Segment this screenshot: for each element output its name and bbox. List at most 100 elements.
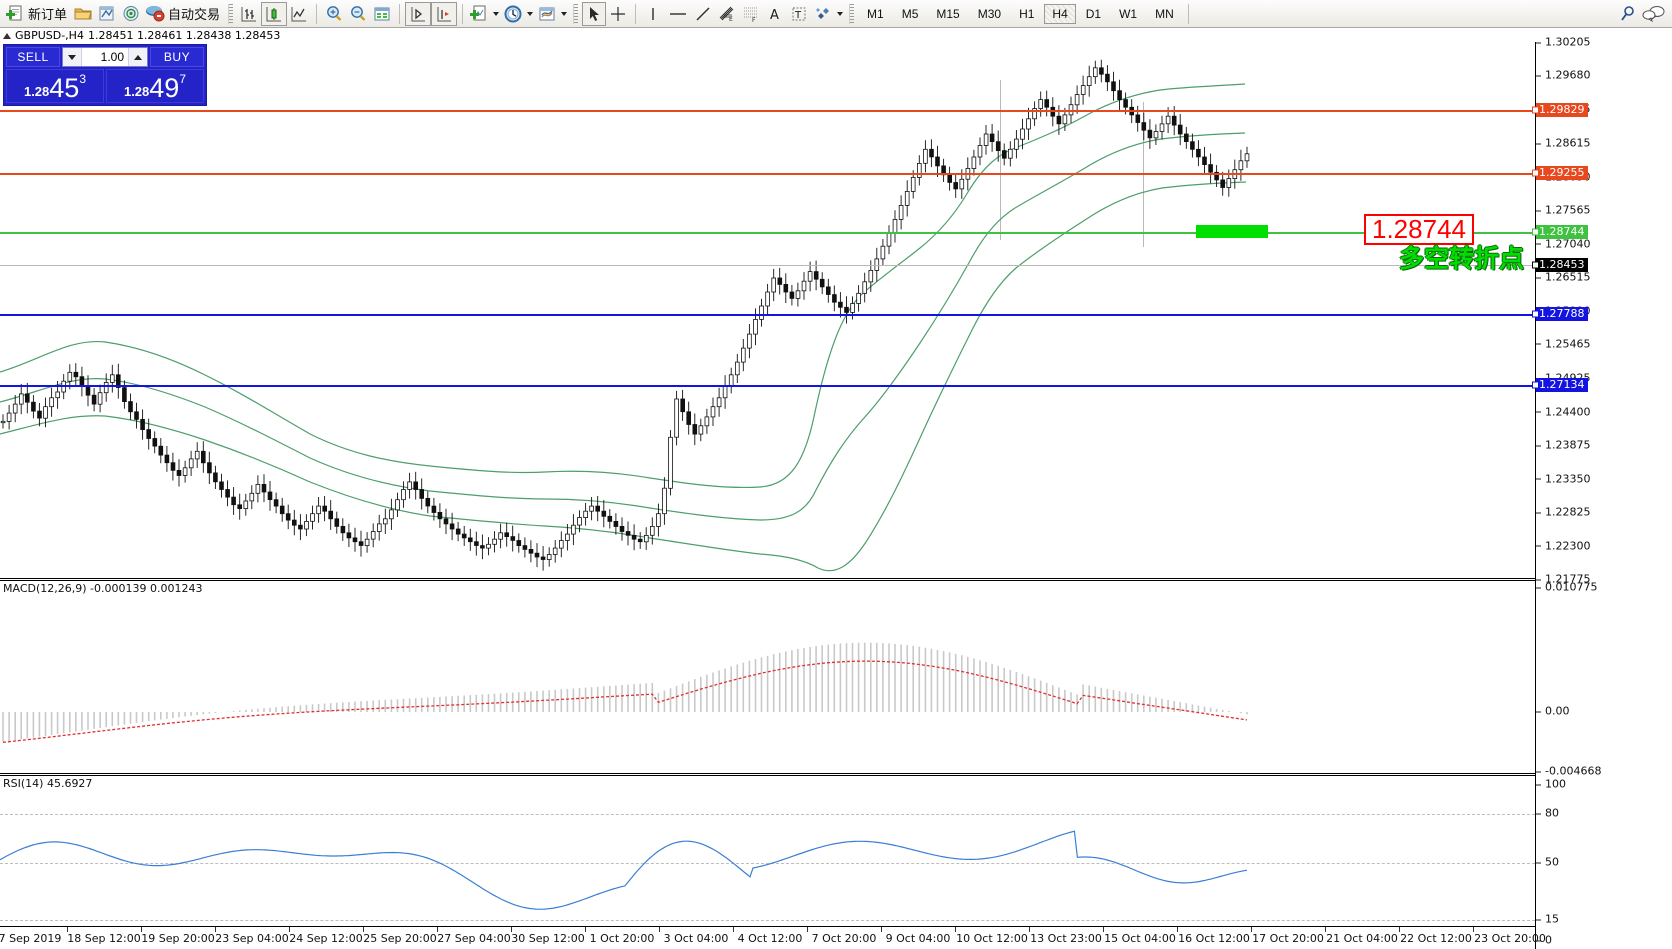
search-button[interactable] [1616,2,1640,26]
timeframe-h1[interactable]: H1 [1019,6,1035,21]
time-label: 24 Sep 12:00 [289,932,363,945]
equidistant-channel-tool[interactable]: E [715,2,739,26]
periods-button[interactable] [501,2,535,26]
horizontal-line-tool[interactable] [665,2,691,26]
text-tool[interactable]: A [763,2,787,26]
time-label: 4 Oct 12:00 [737,932,803,945]
chevron-down-icon-3[interactable] [561,11,568,16]
price-badge-handle[interactable] [1532,381,1539,389]
pivot-highlight-block[interactable] [1196,225,1268,238]
timeframe-w1[interactable]: W1 [1119,6,1138,21]
macd-pane[interactable]: MACD(12,26,9) -0.000139 0.001243 [0,580,1535,774]
sell-price[interactable]: 1.28 45 3 [6,69,104,103]
fibonacci-tool[interactable]: F [739,2,763,26]
crosshair-tool[interactable] [606,2,630,26]
price-badge[interactable]: 1.28453 [1536,258,1588,272]
timeframe-m30[interactable]: M30 [977,6,1002,21]
price-badge[interactable]: 1.29255 [1536,166,1588,180]
toolbar-divider-3 [462,3,464,24]
volume-dropdown-button[interactable] [63,48,82,66]
price-badge[interactable]: 1.29829 [1536,103,1588,117]
trendline-tool[interactable] [691,2,715,26]
autotrading-icon [146,6,165,22]
price-badge-handle[interactable] [1532,228,1539,236]
time-label: 25 Sep 20:00 [363,932,437,945]
data-window-button[interactable] [370,2,394,26]
chart-shift-icon [437,6,452,21]
expert-advisors-button[interactable] [71,2,95,26]
rsi-tick: 50 [1536,856,1559,869]
indicators-button[interactable] [468,2,501,26]
signals-button[interactable] [119,2,143,26]
chart-shift-button[interactable] [431,1,458,26]
toolbar-divider [316,3,318,24]
volume-value[interactable]: 1.00 [100,50,124,64]
chart-area[interactable]: 1.28744 多空转折点 MACD(12,26,9) -0.000139 0.… [0,36,1672,949]
volume-increment-button[interactable] [128,48,147,66]
symbol-period-label: GBPUSD-,H4 [15,29,84,42]
bar-chart-icon [241,6,257,21]
price-badge[interactable]: 1.27134 [1536,378,1588,392]
label-tool[interactable]: T [787,2,811,26]
timeframe-h4[interactable]: H4 [1044,3,1076,24]
vertical-line-tool[interactable] [641,2,665,26]
time-label: 3 Oct 04:00 [663,932,729,945]
shapes-tool[interactable] [811,2,845,26]
rsi-plot [0,776,1535,948]
price-pane[interactable]: 1.28744 多空转折点 [0,42,1535,579]
chat-button[interactable] [1640,2,1668,26]
bar-chart-button[interactable] [237,2,261,26]
new-order-icon [6,5,22,21]
support-line-2[interactable] [0,385,1535,387]
price-badge-handle[interactable] [1532,310,1539,318]
buy-price[interactable]: 1.28 49 7 [106,69,204,103]
buy-button[interactable]: BUY [150,47,204,67]
chevron-down-icon-2[interactable] [527,11,534,16]
candlestick-chart-button[interactable] [261,1,288,26]
timeframe-m5[interactable]: M5 [901,6,919,21]
chevron-down-icon[interactable] [493,11,500,16]
timeframe-m1[interactable]: M1 [867,6,884,21]
chart-header: GBPUSD-,H4 1.28451 1.28461 1.28438 1.284… [0,29,1672,42]
price-badge-handle[interactable] [1532,106,1539,114]
price-badge[interactable]: 1.28744 [1536,225,1588,239]
collapse-triangle-icon[interactable] [3,32,11,39]
cursor-tool[interactable] [582,1,607,26]
zoom-in-button[interactable] [322,2,346,26]
time-scale[interactable]: 7 Sep 2019 18 Sep 12:00 19 Sep 20:00 23 Sep… [0,926,1546,949]
price-scale[interactable]: 1.302051.296801.291551.286151.280901.275… [1532,36,1672,949]
price-badge-handle[interactable] [1532,261,1539,269]
price-callout-annotation[interactable]: 1.28744 [1364,214,1474,246]
line-chart-button[interactable] [287,2,311,26]
price-tick: 1.23350 [1536,472,1591,485]
resistance-line-2[interactable] [0,173,1535,175]
timeframe-m15[interactable]: M15 [936,6,960,21]
time-tick [1473,927,1474,932]
pivot-line[interactable] [0,232,1535,234]
price-badge[interactable]: 1.27788 [1536,307,1588,321]
auto-scroll-button[interactable] [405,1,432,26]
new-order-button[interactable]: 新订单 [4,2,71,26]
time-tick [215,927,216,932]
templates-button[interactable] [535,2,569,26]
search-icon [1621,5,1634,21]
autotrading-button[interactable]: 自动交易 [143,2,224,26]
time-label: 7 Sep 2019 [0,932,62,945]
resistance-line-1[interactable] [0,110,1535,112]
macd-label: MACD(12,26,9) -0.000139 0.001243 [3,582,203,595]
volume-field[interactable]: 1.00 [62,47,148,67]
one-click-trading-panel[interactable]: SELL 1.00 BUY 1.28 45 3 1.28 49 7 [3,44,207,106]
metaeditor-button[interactable] [95,2,119,26]
timeframe-d1[interactable]: D1 [1085,6,1102,21]
turning-point-annotation[interactable]: 多空转折点 [1399,244,1525,273]
price-badge-handle[interactable] [1532,169,1539,177]
price-tick: 1.22300 [1536,539,1591,552]
toolbar-divider-4 [635,3,637,24]
timeframe-mn[interactable]: MN [1155,6,1174,21]
support-line-1[interactable] [0,314,1535,316]
time-label: 22 Oct 12:00 [1400,932,1472,945]
chevron-down-icon-4[interactable] [837,11,844,16]
sell-button[interactable]: SELL [6,47,60,67]
zoom-out-button[interactable] [346,2,370,26]
rsi-pane[interactable]: RSI(14) 45.6927 [0,775,1535,949]
